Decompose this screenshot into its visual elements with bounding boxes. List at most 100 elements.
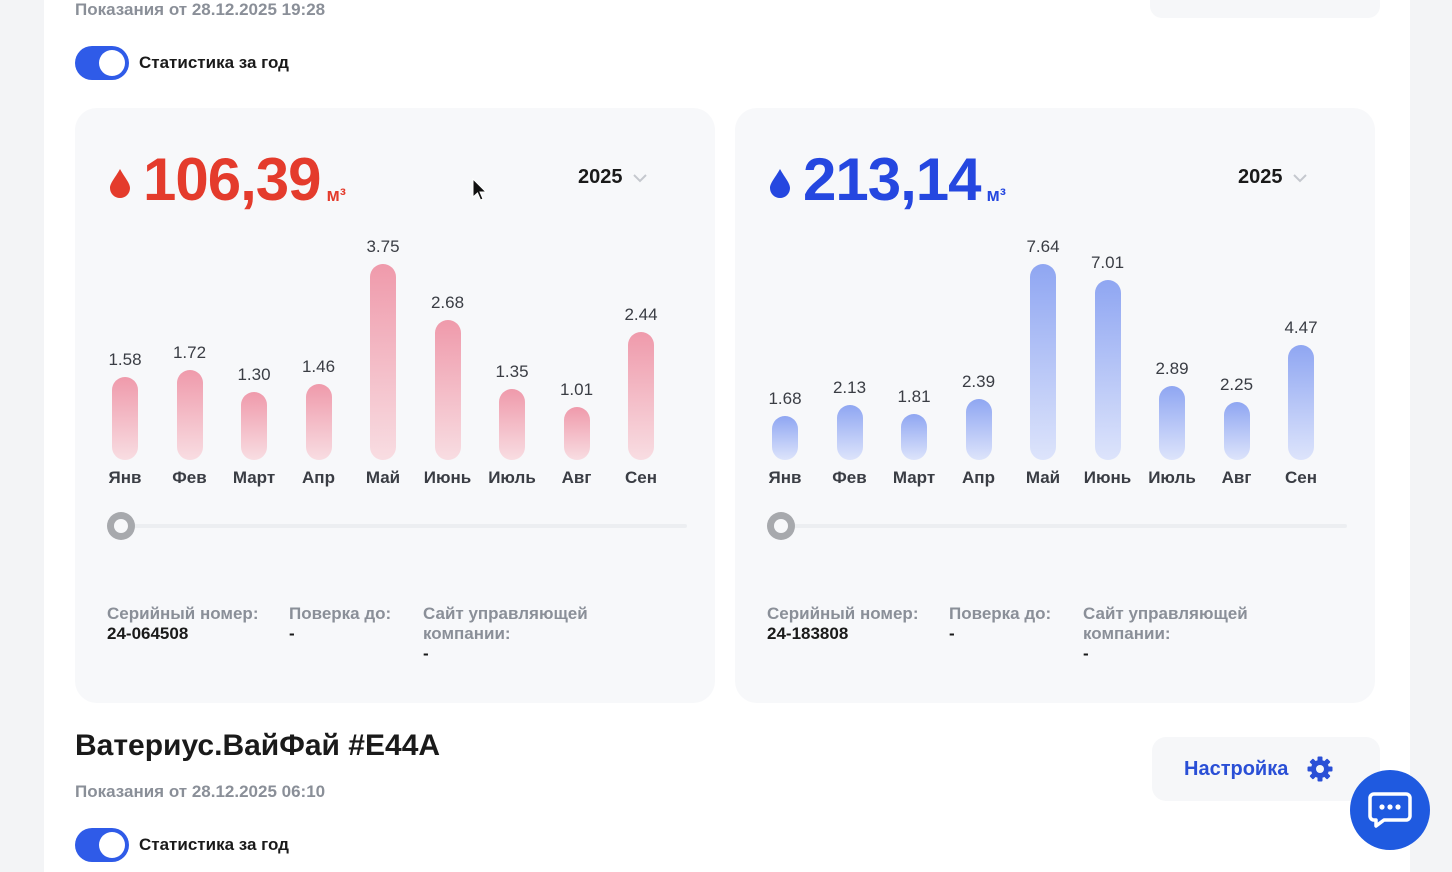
settings-button-partial[interactable] xyxy=(1150,0,1380,18)
hot-bar-Апр[interactable] xyxy=(305,383,332,460)
cold-month-label: Апр xyxy=(962,468,995,487)
cold-year-select[interactable]: 2025 xyxy=(1238,166,1307,189)
device-year-stats-label: Статистика за год xyxy=(139,835,289,854)
hot-bar-value: 1.72 xyxy=(172,343,207,363)
cold-serial-label: Серийный номер: xyxy=(767,604,919,623)
settings-button[interactable]: Настройка xyxy=(1152,737,1380,801)
gear-icon xyxy=(1307,756,1333,782)
hot-month-label: Март xyxy=(232,468,276,487)
chevron-down-icon xyxy=(632,173,647,182)
reading-date: Показания от 28.12.2025 19:28 xyxy=(75,0,326,19)
cold-bar-Янв[interactable] xyxy=(772,416,798,460)
hot-total-unit: м³ xyxy=(326,185,346,205)
cold-bar-Апр[interactable] xyxy=(965,398,992,460)
device-year-stats-toggle-row: Статистика за год xyxy=(75,828,289,862)
cold-water-card: 213,14 м³ 2025 1.68 Янв 2.13 Фев 1.81 Март 2.3… xyxy=(735,108,1375,703)
hot-bar-Июль[interactable] xyxy=(499,389,525,460)
cold-bar-value: 1.68 xyxy=(768,389,802,408)
hot-year-select[interactable]: 2025 xyxy=(578,166,647,189)
cold-bar-value: 4.47 xyxy=(1284,318,1318,338)
hot-bar-value: 1.35 xyxy=(495,362,529,382)
cold-bar-Май[interactable] xyxy=(1030,264,1056,460)
cold-bar-Сен[interactable] xyxy=(1288,345,1314,460)
cold-serial-value: 24-183808 xyxy=(767,624,849,643)
hot-site: Сайт управляющей компании: - xyxy=(423,604,623,664)
cold-total-value: 213,14 xyxy=(803,146,982,213)
cold-bar-chart: 1.68 Янв 2.13 Фев 1.81 Март 2.39 Апр 7.64 Май 7.01… xyxy=(735,108,1375,508)
cold-bar-value: 7.64 xyxy=(1026,237,1060,256)
hot-month-label: Сен xyxy=(625,468,657,487)
cold-check-label: Поверка до: xyxy=(949,604,1052,623)
hot-total-value: 106,39 xyxy=(143,146,322,213)
cold-bar-value: 2.89 xyxy=(1155,358,1189,378)
hot-bar-value: 1.30 xyxy=(237,365,271,385)
cold-slider-track xyxy=(767,524,1347,528)
cold-total-unit: м³ xyxy=(986,185,1006,205)
cold-bar-value: 2.39 xyxy=(961,371,996,391)
cold-month-label: Янв xyxy=(768,468,802,487)
cold-month-label: Июль xyxy=(1148,468,1196,487)
drop-icon xyxy=(110,169,130,198)
cold-bar-Март[interactable] xyxy=(901,413,927,460)
cold-total: 213,14 м³ xyxy=(769,150,1006,210)
cold-bar-Июнь[interactable] xyxy=(1094,280,1121,460)
settings-label: Настройка xyxy=(1184,757,1289,780)
drop-icon xyxy=(770,169,790,198)
year-stats-toggle-row: Статистика за год xyxy=(75,46,289,80)
hot-total: 106,39 м³ xyxy=(109,150,346,210)
hot-site-value: - xyxy=(423,644,429,663)
cold-check: Поверка до: - xyxy=(949,604,1059,644)
year-stats-label: Статистика за год xyxy=(139,53,289,72)
device-year-stats-toggle[interactable] xyxy=(75,828,129,862)
cold-bar-Июль[interactable] xyxy=(1159,385,1185,460)
chat-button[interactable] xyxy=(1350,770,1430,850)
hot-serial: Серийный номер: 24-064508 xyxy=(107,604,267,644)
hot-bar-chart: 1.58 Янв 1.72 Фев 1.30 Март 1.46 Апр 3.75 Май 2.68… xyxy=(75,108,715,508)
cold-slider-knob[interactable] xyxy=(767,512,795,540)
hot-month-label: Фев xyxy=(172,468,207,487)
chevron-down-icon xyxy=(1292,173,1307,182)
hot-bar-Июнь[interactable] xyxy=(434,319,461,460)
cold-check-value: - xyxy=(949,624,955,643)
hot-bar-value: 1.01 xyxy=(559,380,594,400)
hot-bar-Март[interactable] xyxy=(241,392,267,460)
hot-bar-Авг[interactable] xyxy=(563,407,590,460)
device-reading-date: Показания от 28.12.2025 06:10 xyxy=(75,782,326,801)
cold-month-label: Авг xyxy=(1221,468,1252,487)
hot-check: Поверка до: - xyxy=(289,604,399,644)
hot-year-value: 2025 xyxy=(578,166,623,188)
chat-icon xyxy=(1368,792,1412,828)
hot-month-label: Июль xyxy=(488,468,536,487)
hot-bar-value: 2.68 xyxy=(430,292,465,312)
hot-month-label: Апр xyxy=(302,468,335,487)
hot-bar-Май[interactable] xyxy=(370,264,396,460)
hot-serial-value: 24-064508 xyxy=(107,624,189,643)
hot-water-card: 106,39 м³ 2025 1.58 Янв 1.72 Фев 1.30 Март 1.4… xyxy=(75,108,715,703)
hot-bar-value: 1.58 xyxy=(108,350,142,370)
cold-year-value: 2025 xyxy=(1238,166,1283,188)
hot-month-label: Янв xyxy=(108,468,142,487)
hot-slider-track xyxy=(107,524,687,528)
hot-site-label: Сайт управляющей компании: xyxy=(423,604,588,643)
device-title: Ватериус.ВайФай #E44A xyxy=(75,729,441,762)
hot-check-label: Поверка до: xyxy=(289,604,392,623)
hot-month-label: Май xyxy=(365,468,401,487)
hot-bar-value: 1.46 xyxy=(301,356,336,376)
hot-bar-Янв[interactable] xyxy=(112,377,138,460)
cold-bar-Авг[interactable] xyxy=(1223,402,1250,460)
hot-check-value: - xyxy=(289,624,295,643)
hot-bar-Сен[interactable] xyxy=(628,332,654,460)
cold-serial: Серийный номер: 24-183808 xyxy=(767,604,927,644)
cold-bar-Фев[interactable] xyxy=(836,405,863,460)
cold-month-label: Май xyxy=(1025,468,1061,487)
hot-bar-value: 2.44 xyxy=(624,305,658,325)
hot-bar-Фев[interactable] xyxy=(176,370,203,460)
cold-month-label: Сен xyxy=(1285,468,1317,487)
cold-bar-value: 2.13 xyxy=(832,378,867,398)
mouse-cursor-icon xyxy=(472,178,488,201)
hot-slider-knob[interactable] xyxy=(107,512,135,540)
cold-month-label: Июнь xyxy=(1083,468,1132,487)
hot-serial-label: Серийный номер: xyxy=(107,604,259,623)
cold-site-value: - xyxy=(1083,644,1089,663)
year-stats-toggle[interactable] xyxy=(75,46,129,80)
